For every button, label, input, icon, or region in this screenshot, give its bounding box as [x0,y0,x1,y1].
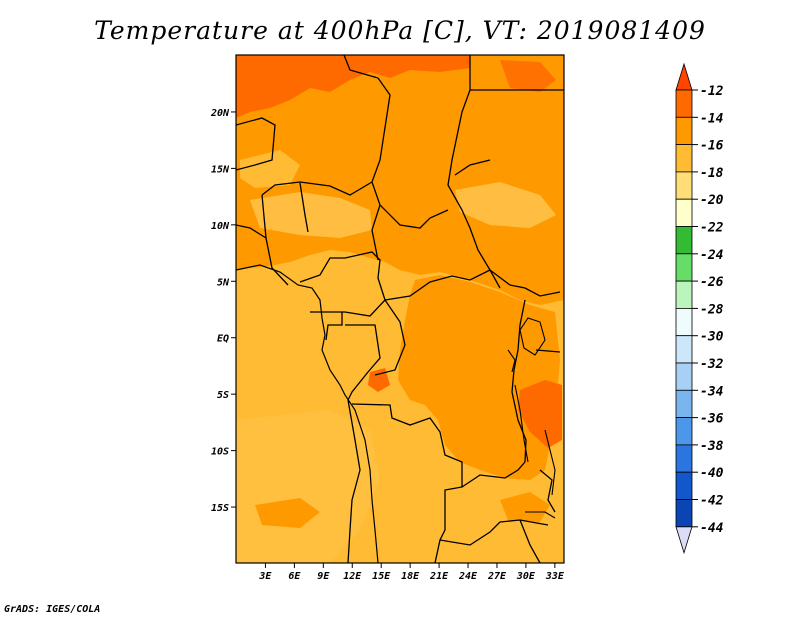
colorbar-swatch [675,89,693,118]
colorbar: -12 -14 -16 -18 -20 -22 -24 -26 -28 -30 -32 -34 -36 -… [675,62,724,555]
colorbar-swatch [675,116,693,146]
lon-tick-label: 27E [487,571,507,582]
lat-tick-label: EQ [217,334,229,345]
map-title: Temperature at 400hPa [C], VT: 201908140… [94,16,706,45]
temp-field-warm-se [500,492,550,522]
colorbar-label: -20 [700,193,724,208]
temp-field-warm-north [236,55,564,305]
colorbar-label: -32 [700,357,724,372]
colorbar-swatch [675,198,693,227]
colorbar-swatch [675,307,693,337]
colorbar-swatch [675,471,693,500]
temp-field-hot-north [236,55,470,118]
colorbar-swatch [675,362,693,391]
lon-tick-label: 24E [458,571,478,582]
lon-tick-label: 3E [258,571,272,582]
colorbar-swatch [675,253,693,282]
colorbar-label: -24 [700,248,724,263]
colorbar-label: -12 [700,84,724,99]
lon-tick-label: 30E [516,571,536,582]
country-borders [236,55,564,563]
lat-tick-label: 15N [211,164,230,175]
colorbar-label: -36 [700,412,724,427]
lon-tick-label: 6E [288,571,301,582]
colorbar-label: -14 [700,111,724,126]
lon-tick-label: 33E [545,571,565,582]
colorbar-swatch [675,444,693,473]
colorbar-swatch [675,226,693,255]
longitude-axis: 3E 6E 9E 12E 15E 18E 21E 24E 27E 30E 33E [258,563,565,582]
colorbar-label: -28 [700,302,724,317]
colorbar-label: -30 [700,330,724,345]
colorbar-swatch [675,144,693,173]
lat-tick-label: 5N [217,277,230,288]
lon-tick-label: 18E [401,571,420,582]
colorbar-swatch [675,335,693,364]
colorbar-swatch [675,389,693,418]
temp-field-light-1 [250,192,372,238]
lat-tick-label: 20N [210,108,230,119]
lat-tick-label: 15S [211,503,229,514]
temp-field-hot-ne [500,60,556,92]
temp-field-light-2 [455,182,556,228]
colorbar-swatch [675,499,693,528]
colorbar-label: -16 [700,139,724,154]
lon-tick-label: 15E [372,571,391,582]
lon-tick-label: 9E [317,571,330,582]
lat-tick-label: 10S [211,447,229,458]
colorbar-label: -42 [700,494,724,509]
lon-tick-label: 12E [343,571,362,582]
temp-field-hot-east [518,380,562,448]
colorbar-label: -22 [700,221,724,236]
colorbar-swatch [675,280,693,309]
colorbar-label: -18 [700,166,724,181]
lakes [507,317,556,519]
colorbar-label: -26 [700,275,724,290]
map-frame [235,54,565,564]
colorbar-label: -40 [700,466,724,481]
colorbar-top-arrow [675,62,693,91]
lon-tick-label: 21E [429,571,449,582]
temp-field-light-3 [240,150,300,188]
temp-field-warm-south [255,498,320,528]
colorbar-label: -44 [700,521,724,536]
lat-tick-label: 10N [211,221,230,232]
latitude-axis: 20N 15N 10N 5N EQ 5S 10S 15S [210,108,236,514]
colorbar-label: -34 [700,384,724,399]
colorbar-bottom-arrow [675,526,693,555]
grads-credit: GrADS: IGES/COLA [4,604,101,615]
colorbar-label: -38 [700,439,724,454]
colorbar-swatch [675,171,693,200]
coastline [236,264,379,563]
colorbar-swatch [675,417,693,446]
temp-field-hot-patch [368,368,390,392]
lat-tick-label: 5S [217,390,229,401]
